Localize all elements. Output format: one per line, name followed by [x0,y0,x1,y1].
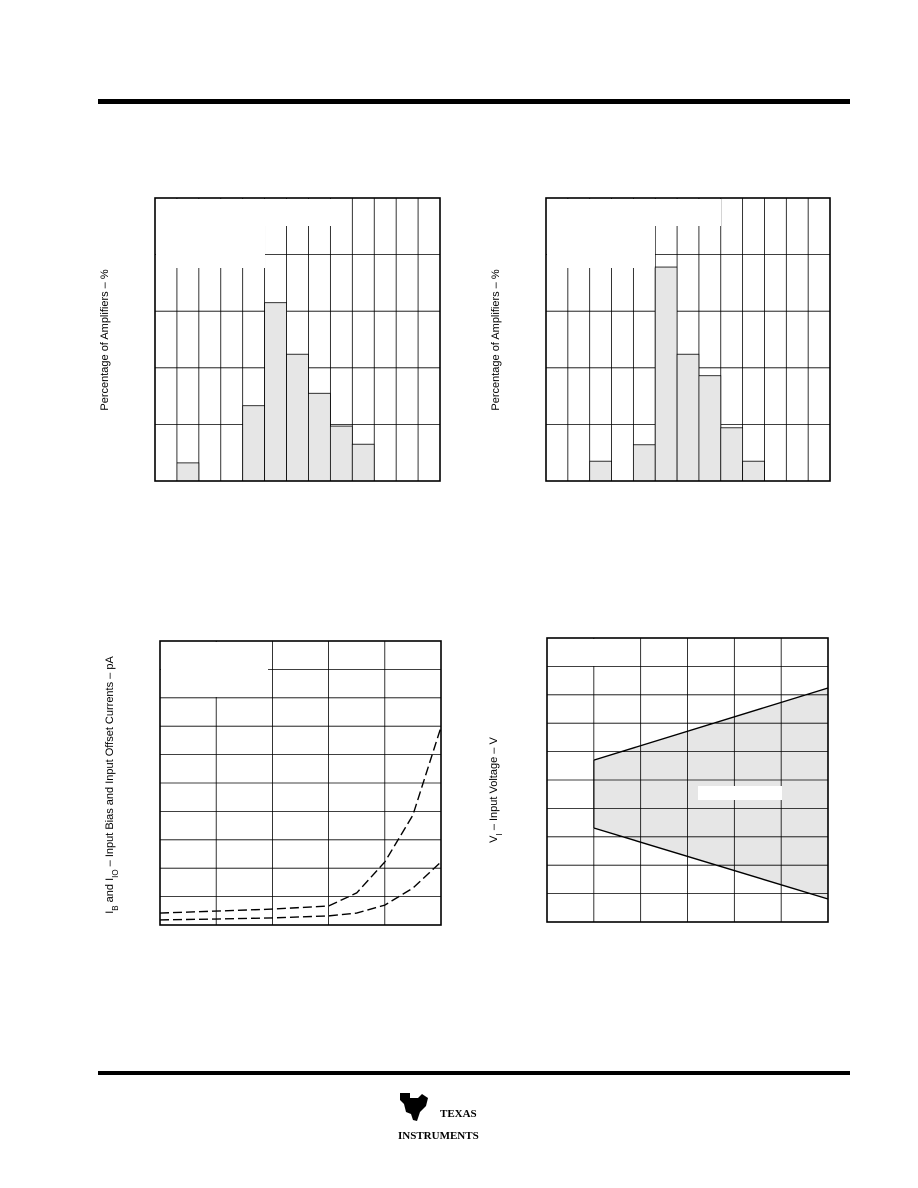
y-axis-label: VI – Input Voltage – V [488,737,504,843]
plot-frame [546,637,829,923]
footer-rule [98,1071,850,1075]
plot-frame [154,197,441,482]
bar [742,460,765,482]
label-subscript: IO [111,869,120,877]
bar [264,302,287,482]
y-axis-label: IB and IIO – Input Bias and Input Offset… [104,656,120,914]
bar [589,460,612,482]
series-line [593,827,829,900]
bar [351,443,375,482]
ti-logo: TEXAS INSTRUMENTS [398,1093,479,1142]
bar [308,392,331,482]
plot-frame [159,640,442,926]
logo-text-1: TEXAS [440,1108,477,1120]
bar [720,427,744,482]
label-text: and I [104,878,116,906]
series-line [593,687,829,761]
bar [329,425,353,482]
series-line [159,726,442,914]
bar [286,353,309,482]
bar [176,462,200,482]
annotation-box [698,786,782,800]
legend-box [655,199,721,226]
bar [676,353,700,482]
header-rule [98,99,850,104]
legend-box [161,642,268,697]
bar [698,375,722,482]
label-text: – Input Voltage – V [488,737,500,834]
label-text: V [488,835,500,843]
label-text: – Input Bias and Input Offset Currents –… [104,656,116,870]
bar [632,444,656,482]
legend-box [156,199,265,268]
logo-text-2: INSTRUMENTS [398,1130,479,1142]
legend-box [265,199,331,226]
legend-box [547,199,655,268]
plot-frame [545,197,831,482]
y-axis-label: Percentage of Amplifiers – % [490,269,502,410]
label-text: I [104,911,116,914]
ti-logo-mark [400,1093,428,1121]
label-subscript: I [495,833,504,835]
label-subscript: B [111,905,120,910]
y-axis-label: Percentage of Amplifiers – % [99,269,111,410]
series-line [159,861,442,921]
legend-box [548,639,628,666]
bar [242,405,266,482]
bar [654,266,678,482]
